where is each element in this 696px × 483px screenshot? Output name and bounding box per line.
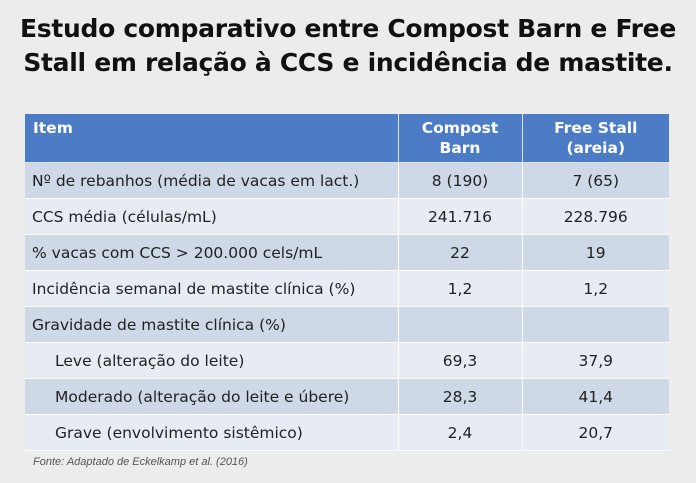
comparison-table: Item Compost Barn Free Stall (areia) Nº … <box>25 114 669 451</box>
row-freestall-value: 41,4 <box>522 378 669 415</box>
header-free-stall: Free Stall (areia) <box>522 114 669 163</box>
source-citation: Fonte: Adaptado de Eckelkamp et al. (201… <box>33 456 248 468</box>
table-row: Grave (envolvimento sistêmico) 2,4 20,7 <box>25 414 669 451</box>
table-row: % vacas com CCS > 200.000 cels/mL 22 19 <box>25 234 669 271</box>
row-freestall-value: 19 <box>522 234 669 271</box>
table-row: CCS média (células/mL) 241.716 228.796 <box>25 198 669 235</box>
row-compost-value: 22 <box>398 234 523 271</box>
table-row: Nº de rebanhos (média de vacas em lact.)… <box>25 162 669 199</box>
title-line-2: Stall em relação à CCS e incidência de m… <box>23 48 673 77</box>
title-line-1: Estudo comparativo entre Compost Barn e … <box>20 14 676 43</box>
row-compost-value: 8 (190) <box>398 162 523 199</box>
row-item-label: Nº de rebanhos (média de vacas em lact.) <box>25 162 399 199</box>
row-compost-value <box>398 306 523 343</box>
row-item-label: Incidência semanal de mastite clínica (%… <box>25 270 399 307</box>
header-item: Item <box>25 114 399 163</box>
table-row: Leve (alteração do leite) 69,3 37,9 <box>25 342 669 379</box>
header-compost-line1: Compost <box>421 119 499 137</box>
row-freestall-value: 20,7 <box>522 414 669 451</box>
table-header-row: Item Compost Barn Free Stall (areia) <box>25 114 669 163</box>
row-compost-value: 2,4 <box>398 414 523 451</box>
row-item-label: % vacas com CCS > 200.000 cels/mL <box>25 234 399 271</box>
slide-title: Estudo comparativo entre Compost Barn e … <box>0 12 696 80</box>
row-freestall-value: 228.796 <box>522 198 669 235</box>
header-compost-line2: Barn <box>439 139 481 157</box>
row-item-label: CCS média (células/mL) <box>25 198 399 235</box>
row-item-label: Moderado (alteração do leite e úbere) <box>25 378 399 415</box>
row-item-label: Grave (envolvimento sistêmico) <box>25 414 399 451</box>
row-freestall-value <box>522 306 669 343</box>
row-item-label: Leve (alteração do leite) <box>25 342 399 379</box>
table-row: Incidência semanal de mastite clínica (%… <box>25 270 669 307</box>
table-row: Gravidade de mastite clínica (%) <box>25 306 669 343</box>
row-freestall-value: 7 (65) <box>522 162 669 199</box>
row-compost-value: 69,3 <box>398 342 523 379</box>
row-freestall-value: 37,9 <box>522 342 669 379</box>
row-freestall-value: 1,2 <box>522 270 669 307</box>
table-row: Moderado (alteração do leite e úbere) 28… <box>25 378 669 415</box>
row-compost-value: 28,3 <box>398 378 523 415</box>
row-compost-value: 1,2 <box>398 270 523 307</box>
header-compost-barn: Compost Barn <box>398 114 523 163</box>
row-compost-value: 241.716 <box>398 198 523 235</box>
row-item-label: Gravidade de mastite clínica (%) <box>25 306 399 343</box>
